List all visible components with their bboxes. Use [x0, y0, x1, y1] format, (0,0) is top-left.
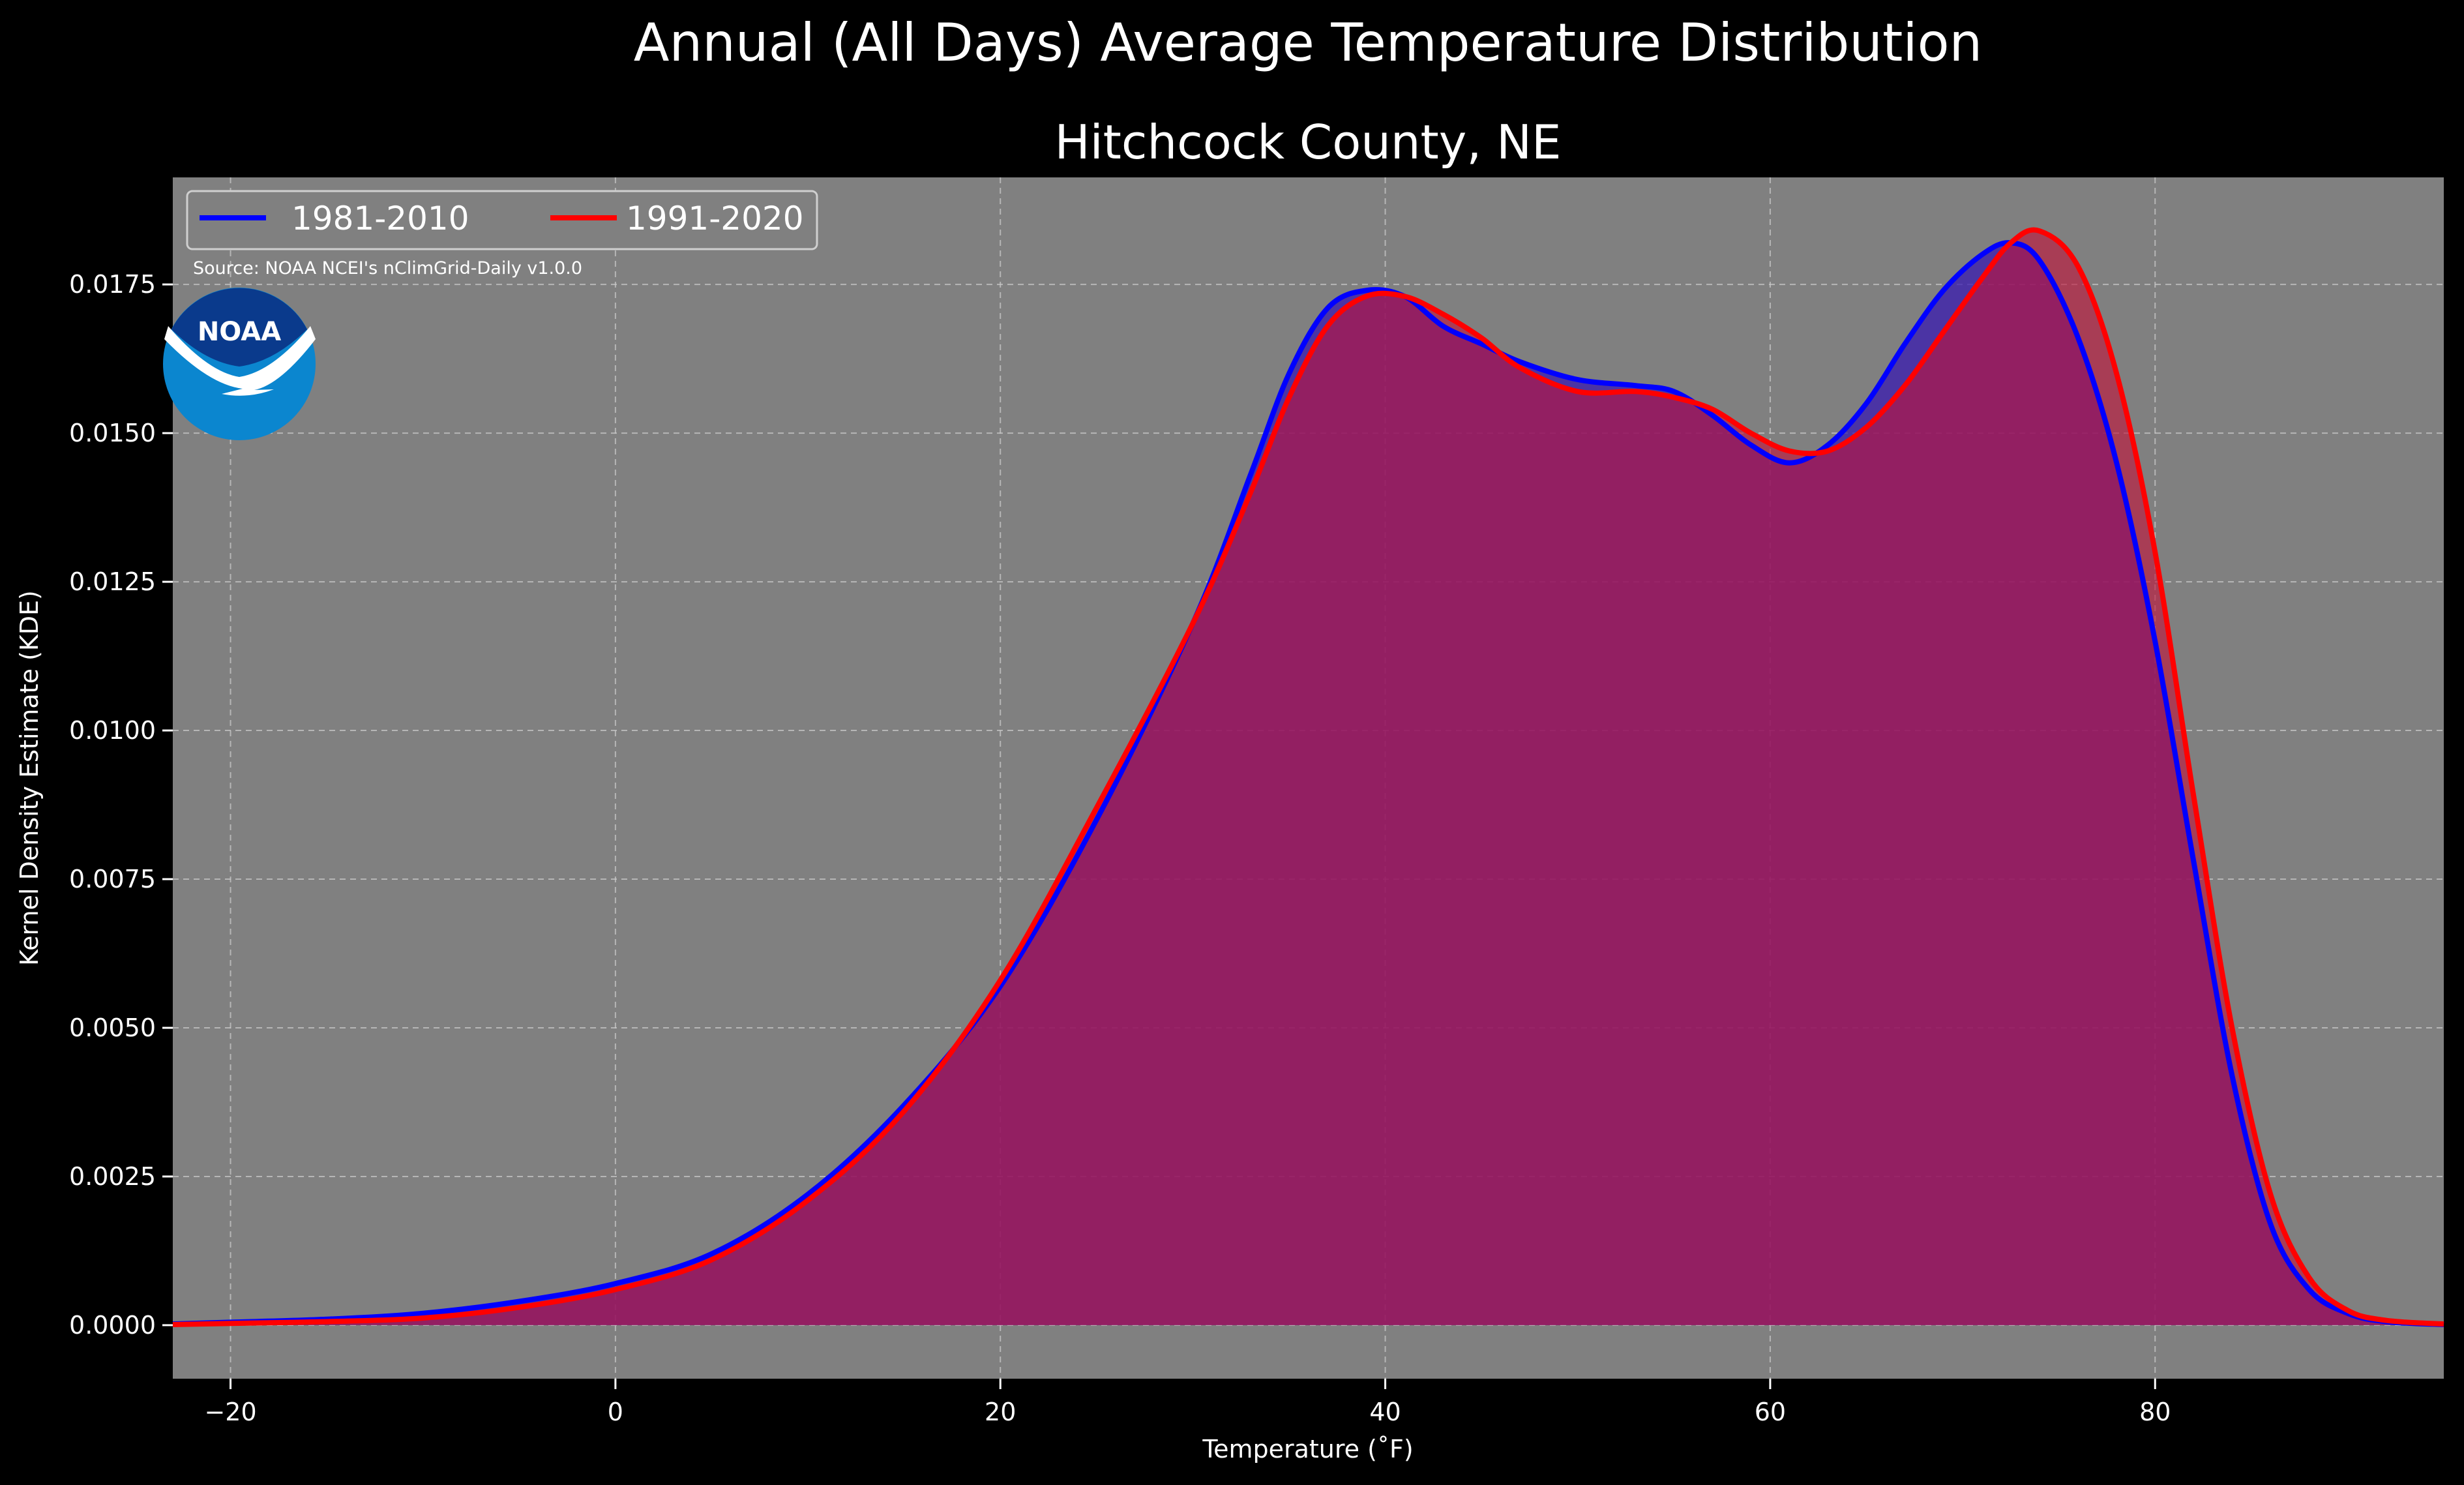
- noaa-logo: NOAA: [163, 288, 316, 440]
- series-line-1981-2010: [172, 240, 2444, 1327]
- y-tick-label: 0.0075: [69, 865, 156, 893]
- x-tick-label: 60: [1755, 1398, 1786, 1426]
- y-tick-label: 0.0050: [69, 1013, 156, 1042]
- chart-title: Annual (All Days) Average Temperature Di…: [634, 12, 1982, 73]
- source-note: Source: NOAA NCEI's nClimGrid-Daily v1.0…: [193, 258, 582, 278]
- y-tick-label: 0.0175: [69, 270, 156, 299]
- x-tick-label: 20: [985, 1398, 1016, 1426]
- noaa-logo-bird-icon: [164, 326, 316, 396]
- x-tick-label: 40: [1369, 1398, 1401, 1426]
- y-tick-label: 0.0000: [69, 1311, 156, 1340]
- y-tick-label: 0.0100: [69, 716, 156, 745]
- x-tick-label: −20: [204, 1398, 256, 1426]
- y-tick-label: 0.0025: [69, 1162, 156, 1191]
- x-tick-label: 0: [608, 1398, 623, 1426]
- noaa-logo-text: NOAA: [198, 317, 281, 347]
- y-axis-label: Kernel Density Estimate (KDE): [15, 590, 44, 966]
- legend-label-1981-2010: 1981-2010: [291, 200, 469, 237]
- legend-box: [186, 190, 818, 250]
- chart-subtitle: Hitchcock County, NE: [1055, 115, 1562, 170]
- y-tick-label: 0.0150: [69, 419, 156, 447]
- legend-label-1991-2020: 1991-2020: [626, 200, 804, 237]
- y-tick-label: 0.0125: [69, 567, 156, 596]
- x-axis-ticks: −20 0 20 40 60 80: [204, 1379, 2171, 1426]
- legend: 1981-2010 1991-2020: [186, 190, 818, 250]
- noaa-logo-top: [171, 288, 307, 367]
- x-axis-label: Temperature (˚F): [1202, 1435, 1413, 1463]
- series-line-1991-2020: [172, 227, 2444, 1327]
- x-tick-label: 80: [2139, 1398, 2171, 1426]
- fill-1991-2020: [173, 230, 2444, 1325]
- y-axis-ticks: 0.0000 0.0025 0.0050 0.0075 0.0100 0.0125 0.01…: [69, 270, 173, 1340]
